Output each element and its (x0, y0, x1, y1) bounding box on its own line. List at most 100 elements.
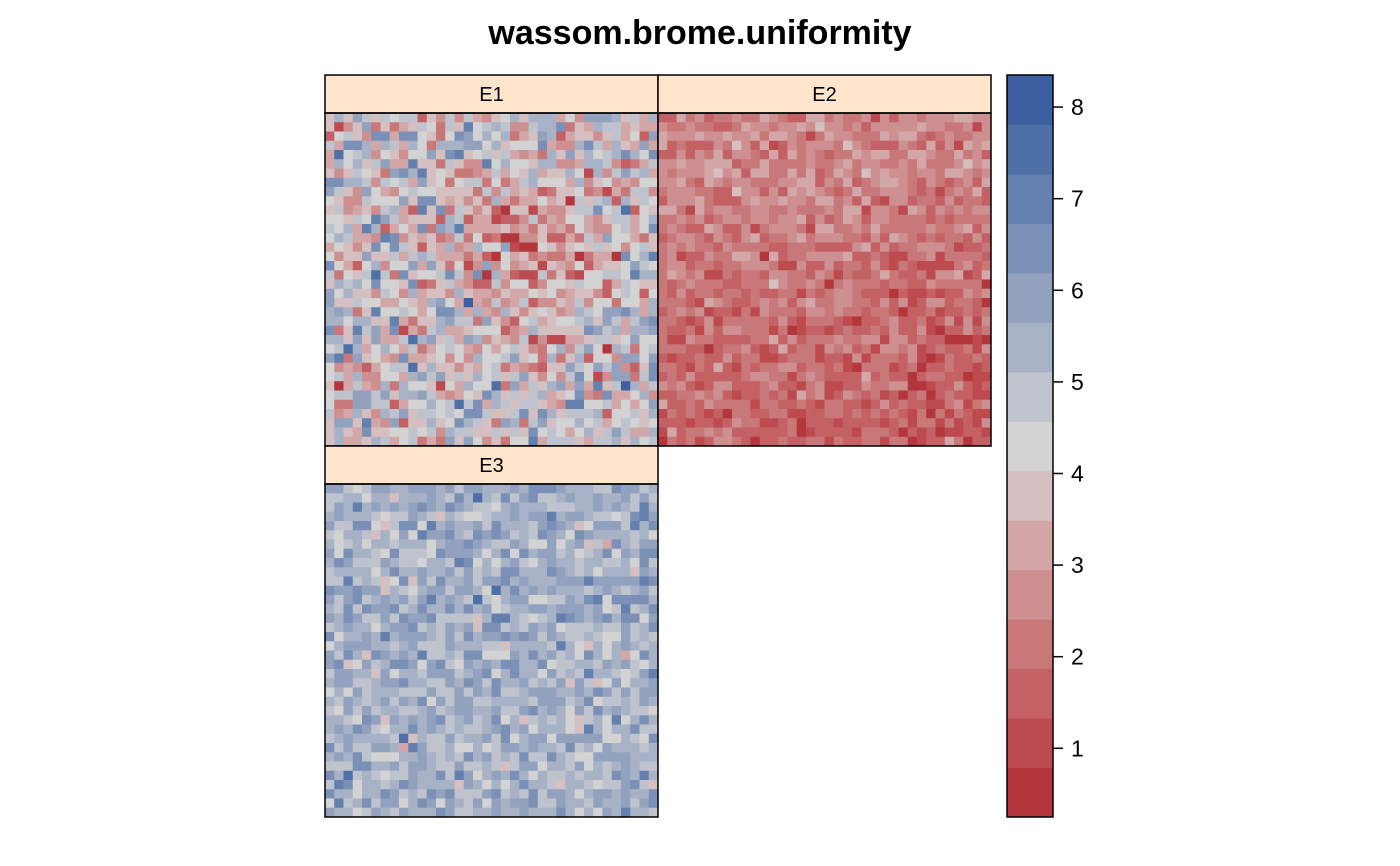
heatmap-cell (695, 288, 705, 299)
heatmap-cell (500, 502, 511, 513)
heatmap-cell (537, 362, 548, 373)
heatmap-cell (685, 113, 696, 123)
heatmap-cell (889, 344, 899, 354)
heatmap-cell (325, 113, 335, 123)
heatmap-cell (417, 233, 428, 243)
heatmap-cell (445, 696, 455, 707)
heatmap-cell (399, 641, 409, 651)
heatmap-cell (491, 548, 502, 559)
heatmap-cell (343, 743, 354, 753)
heatmap-cell (510, 641, 520, 651)
heatmap-cell (713, 205, 724, 216)
heatmap-cell (880, 316, 890, 327)
heatmap-cell (648, 427, 659, 438)
heatmap-cell (482, 187, 492, 197)
heatmap-cell (889, 150, 899, 160)
heatmap-cell (325, 390, 335, 401)
heatmap-cell (454, 752, 465, 762)
heatmap-cell (528, 798, 539, 809)
heatmap-cell (519, 530, 529, 540)
heatmap-cell (611, 743, 622, 753)
heatmap-cell (547, 399, 557, 410)
heatmap-cell (843, 353, 853, 364)
heatmap-cell (417, 659, 428, 670)
heatmap-cell (463, 353, 474, 364)
heatmap-cell (408, 288, 418, 299)
heatmap-cell (519, 502, 529, 513)
heatmap-cell (389, 353, 400, 364)
heatmap-cell (500, 595, 511, 605)
heatmap-cell (408, 521, 418, 531)
heatmap-cell (343, 131, 354, 142)
heatmap-cell (537, 131, 548, 142)
heatmap-cell (907, 131, 918, 142)
heatmap-cell (954, 177, 964, 188)
heatmap-cell (593, 242, 603, 253)
heatmap-cell (861, 344, 872, 354)
heatmap-cell (528, 335, 539, 345)
heatmap-cell (935, 279, 946, 290)
heatmap-cell (732, 261, 742, 271)
heatmap-cell (408, 696, 418, 707)
heatmap-cell (334, 493, 344, 503)
heatmap-cell (611, 558, 622, 568)
heatmap-cell (399, 715, 409, 725)
heatmap-cell (889, 418, 899, 428)
heatmap-cell (334, 279, 344, 290)
heatmap-cell (380, 187, 391, 197)
heatmap-cell (408, 678, 418, 688)
heatmap-cell (935, 409, 946, 419)
heatmap-cell (880, 362, 890, 373)
heatmap-cell (824, 205, 835, 216)
heatmap-cell (362, 335, 372, 345)
heatmap-cell (565, 484, 576, 494)
heatmap-cell (833, 270, 844, 280)
heatmap-cell (574, 595, 585, 605)
heatmap-cell (769, 251, 779, 262)
heatmap-cell (482, 372, 492, 382)
heatmap-cell (473, 261, 483, 271)
heatmap-cell (593, 279, 603, 290)
heatmap-cell (426, 177, 437, 188)
heatmap-cell (380, 687, 391, 698)
heatmap-cell (917, 122, 927, 132)
heatmap-cell (537, 715, 548, 725)
heatmap-cell (667, 381, 677, 391)
heatmap-cell (833, 122, 844, 132)
heatmap-cell (806, 316, 816, 327)
heatmap-cell (621, 632, 631, 642)
heatmap-cell (565, 706, 576, 716)
heatmap-cell (537, 335, 548, 345)
heatmap-cell (343, 205, 354, 216)
heatmap-cell (371, 288, 381, 299)
heatmap-cell (806, 131, 816, 142)
heatmap-cell (630, 743, 640, 753)
heatmap-cell (445, 251, 455, 262)
heatmap-cell (796, 233, 807, 243)
heatmap-cell (759, 279, 770, 290)
heatmap-cell (944, 168, 955, 179)
heatmap-cell (473, 724, 483, 735)
heatmap-cell (602, 279, 613, 290)
heatmap-cell (935, 344, 946, 354)
heatmap-cell (371, 696, 381, 707)
heatmap-cell (648, 205, 659, 216)
heatmap-cell (787, 140, 798, 151)
heatmap-cell (565, 789, 576, 799)
heatmap-cell (602, 233, 613, 243)
heatmap-cell (907, 270, 918, 280)
heatmap-cell (593, 131, 603, 142)
heatmap-cell (695, 381, 705, 391)
heatmap-cell (510, 687, 520, 698)
heatmap-cell (667, 187, 677, 197)
heatmap-cell (741, 187, 751, 197)
heatmap-cell (463, 418, 474, 428)
heatmap-cell (870, 335, 881, 345)
heatmap-cell (334, 214, 344, 225)
heatmap-cell (574, 279, 585, 290)
heatmap-cell (343, 335, 354, 345)
heatmap-cell (611, 770, 622, 781)
heatmap-cell (648, 622, 659, 633)
heatmap-cell (833, 205, 844, 216)
heatmap-cell (621, 521, 631, 531)
